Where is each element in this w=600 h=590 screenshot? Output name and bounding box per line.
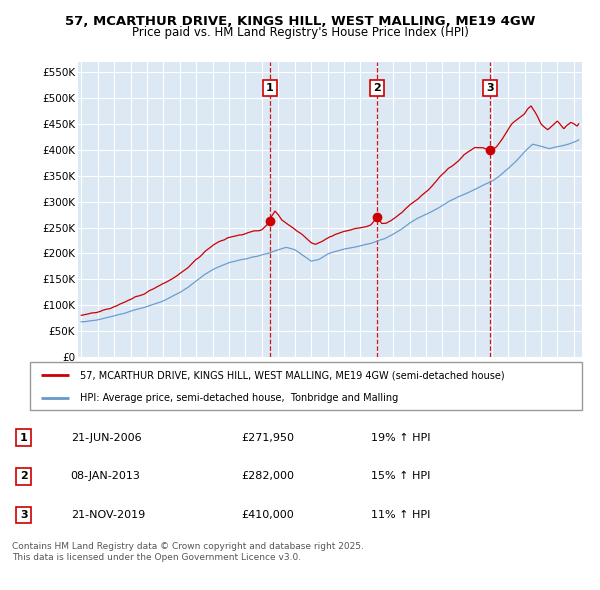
Text: 21-NOV-2019: 21-NOV-2019 <box>71 510 145 520</box>
Text: £271,950: £271,950 <box>241 432 294 442</box>
Text: HPI: Average price, semi-detached house,  Tonbridge and Malling: HPI: Average price, semi-detached house,… <box>80 393 398 403</box>
Text: 57, MCARTHUR DRIVE, KINGS HILL, WEST MALLING, ME19 4GW (semi-detached house): 57, MCARTHUR DRIVE, KINGS HILL, WEST MAL… <box>80 370 505 380</box>
Text: 1: 1 <box>266 83 274 93</box>
Text: 2: 2 <box>373 83 381 93</box>
Text: £410,000: £410,000 <box>241 510 294 520</box>
Text: 3: 3 <box>486 83 494 93</box>
Text: 21-JUN-2006: 21-JUN-2006 <box>71 432 142 442</box>
Text: 1: 1 <box>20 432 28 442</box>
Text: Price paid vs. HM Land Registry's House Price Index (HPI): Price paid vs. HM Land Registry's House … <box>131 26 469 39</box>
Text: 19% ↑ HPI: 19% ↑ HPI <box>371 432 430 442</box>
Text: 3: 3 <box>20 510 28 520</box>
Text: 11% ↑ HPI: 11% ↑ HPI <box>371 510 430 520</box>
Text: 2: 2 <box>20 471 28 481</box>
Text: Contains HM Land Registry data © Crown copyright and database right 2025.
This d: Contains HM Land Registry data © Crown c… <box>12 542 364 562</box>
Text: 15% ↑ HPI: 15% ↑ HPI <box>371 471 430 481</box>
Text: 57, MCARTHUR DRIVE, KINGS HILL, WEST MALLING, ME19 4GW: 57, MCARTHUR DRIVE, KINGS HILL, WEST MAL… <box>65 15 535 28</box>
Text: 08-JAN-2013: 08-JAN-2013 <box>71 471 140 481</box>
Text: £282,000: £282,000 <box>241 471 294 481</box>
